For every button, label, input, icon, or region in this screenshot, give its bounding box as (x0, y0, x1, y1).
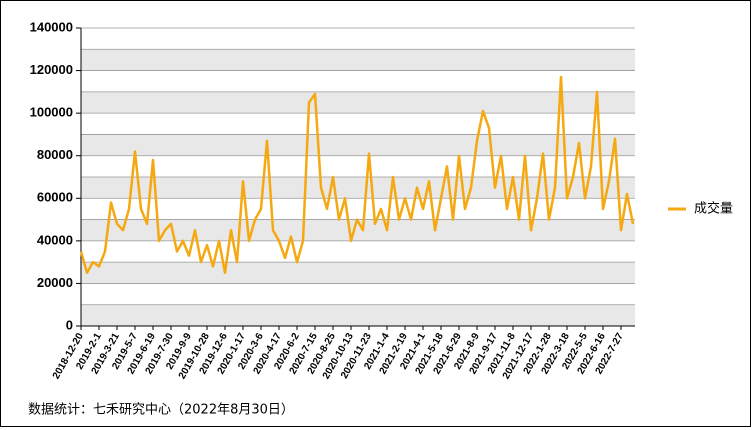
y-tick-label: 140000 (30, 19, 73, 34)
plot-band (81, 219, 635, 241)
series-line (79, 75, 635, 275)
plot-band (81, 134, 635, 156)
y-tick-label: 120000 (30, 62, 73, 77)
plot-band (81, 262, 635, 284)
footer: 数据统计：七禾研究中心（2022年8月30日） (28, 403, 294, 418)
y-tick-label: 20000 (37, 275, 73, 290)
y-tick-label: 80000 (37, 147, 73, 162)
plot-band (81, 49, 635, 71)
plot-band (81, 177, 635, 199)
plot-band (81, 91, 635, 114)
y-tick-label: 0 (66, 317, 73, 332)
plot-band (81, 304, 635, 326)
y-tick-label: 100000 (30, 105, 73, 120)
y-tick-label: 60000 (37, 190, 73, 205)
y-tick-label: 40000 (37, 232, 73, 247)
legend-label: 成交量 (694, 201, 733, 217)
